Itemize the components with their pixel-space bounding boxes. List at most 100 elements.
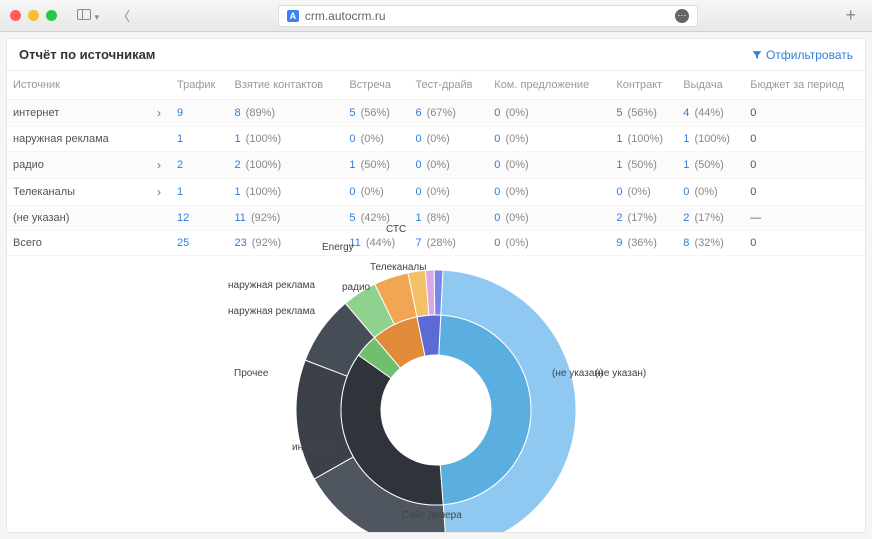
value-link[interactable]: 1	[234, 186, 240, 198]
value-percent: (50%)	[691, 159, 723, 171]
col-header: Встреча	[343, 71, 409, 100]
value-link[interactable]: 25	[177, 237, 189, 249]
value-link[interactable]: 23	[234, 237, 246, 249]
value-link[interactable]: 1	[683, 133, 689, 145]
reader-mode-icon[interactable]: ⋯	[675, 9, 689, 23]
value-link[interactable]: 6	[415, 107, 421, 119]
source-cell: радио	[7, 152, 147, 179]
expand-cell[interactable]: ›	[147, 179, 171, 206]
value-link[interactable]: 8	[683, 237, 689, 249]
zoom-window-icon[interactable]	[46, 10, 57, 21]
value-link[interactable]: 5	[349, 212, 355, 224]
value-link[interactable]: 0	[494, 133, 500, 145]
value-cell: 8 (32%)	[677, 231, 744, 256]
value-link[interactable]: 2	[234, 159, 240, 171]
value-link[interactable]: 9	[616, 237, 622, 249]
value-link[interactable]: 5	[616, 107, 622, 119]
value-link[interactable]: 0	[494, 212, 500, 224]
new-tab-button[interactable]: +	[839, 5, 862, 26]
value-percent: (8%)	[424, 212, 450, 224]
value-cell: 25	[171, 231, 228, 256]
minimize-window-icon[interactable]	[28, 10, 39, 21]
value-link[interactable]: 1	[234, 133, 240, 145]
value-percent: (17%)	[691, 212, 723, 224]
filter-button[interactable]: Отфильтровать	[752, 48, 853, 62]
value-link[interactable]: 0	[494, 107, 500, 119]
value-link[interactable]: 0	[494, 186, 500, 198]
value-link[interactable]: 1	[683, 159, 689, 171]
value-link[interactable]: 0	[349, 186, 355, 198]
value-cell: 0 (0%)	[409, 127, 488, 152]
value-cell: 0 (0%)	[409, 179, 488, 206]
value-cell: —	[744, 206, 865, 231]
expand-cell	[147, 127, 171, 152]
value-percent: (42%)	[358, 212, 390, 224]
value-cell: 5 (56%)	[610, 100, 677, 127]
value-cell: 1	[171, 127, 228, 152]
value-link[interactable]: 2	[683, 212, 689, 224]
value-cell: 11 (92%)	[228, 206, 343, 231]
table-row: наружная реклама11 (100%)0 (0%)0 (0%)0 (…	[7, 127, 865, 152]
value-cell: 6 (67%)	[409, 100, 488, 127]
expand-cell[interactable]: ›	[147, 152, 171, 179]
value-link[interactable]: 1	[616, 133, 622, 145]
chart-slice-label: Телеканалы	[370, 262, 426, 273]
table-row: Всего2523 (92%)11 (44%)7 (28%)0 (0%)9 (3…	[7, 231, 865, 256]
chevron-right-icon[interactable]: ›	[153, 158, 165, 172]
chevron-right-icon[interactable]: ›	[153, 106, 165, 120]
value-link[interactable]: 2	[177, 159, 183, 171]
value-percent: (44%)	[363, 237, 395, 249]
back-button[interactable]: 〈	[111, 4, 136, 27]
expand-cell[interactable]: ›	[147, 100, 171, 127]
value-link[interactable]: 2	[616, 212, 622, 224]
value-cell: 0	[744, 179, 865, 206]
value-link[interactable]: 0	[415, 186, 421, 198]
value-percent: (0%)	[424, 159, 450, 171]
value-link[interactable]: 1	[349, 159, 355, 171]
sidebar-toggle-button[interactable]: ▾	[71, 6, 105, 25]
value-link[interactable]: 7	[415, 237, 421, 249]
col-header: Источник	[7, 71, 171, 100]
value-percent: (17%)	[624, 212, 656, 224]
source-cell: Всего	[7, 231, 147, 256]
value-percent: (100%)	[691, 133, 730, 145]
value-link[interactable]: 0	[616, 186, 622, 198]
filter-icon	[752, 50, 762, 60]
value-percent: (44%)	[691, 107, 723, 119]
value-link[interactable]: 0	[415, 159, 421, 171]
col-header: Бюджет за период	[744, 71, 865, 100]
value-link[interactable]: 11	[234, 212, 245, 224]
value-cell: 0 (0%)	[343, 179, 409, 206]
value-link[interactable]: 0	[494, 159, 500, 171]
value-link[interactable]: 8	[234, 107, 240, 119]
chart-area	[7, 256, 865, 533]
address-bar[interactable]: A crm.autocrm.ru ⋯	[278, 5, 698, 27]
col-header: Тест-драйв	[409, 71, 488, 100]
value-percent: (0%)	[502, 159, 528, 171]
value-cell: 1	[171, 179, 228, 206]
value-link[interactable]: 0	[349, 133, 355, 145]
value-link[interactable]: 0	[683, 186, 689, 198]
chevron-right-icon[interactable]: ›	[153, 185, 165, 199]
value-link[interactable]: 9	[177, 107, 183, 119]
value-link[interactable]: 0	[494, 237, 500, 249]
value-cell: 1 (100%)	[228, 179, 343, 206]
page-title: Отчёт по источникам	[19, 47, 155, 62]
close-window-icon[interactable]	[10, 10, 21, 21]
chart-slice-label: Сайт дилера	[402, 510, 462, 521]
value-link[interactable]: 1	[616, 159, 622, 171]
col-header: Контракт	[610, 71, 677, 100]
window-controls	[10, 10, 57, 21]
value-link[interactable]: 12	[177, 212, 189, 224]
value-cell: 0 (0%)	[488, 152, 610, 179]
source-cell: Телеканалы	[7, 179, 147, 206]
value-link[interactable]: 1	[177, 133, 183, 145]
value-link[interactable]: 0	[415, 133, 421, 145]
value-percent: (32%)	[691, 237, 723, 249]
value-link[interactable]: 5	[349, 107, 355, 119]
value-cell: 9 (36%)	[610, 231, 677, 256]
value-link[interactable]: 1	[415, 212, 421, 224]
value-link[interactable]: 4	[683, 107, 689, 119]
value-percent: (89%)	[243, 107, 275, 119]
value-link[interactable]: 1	[177, 186, 183, 198]
